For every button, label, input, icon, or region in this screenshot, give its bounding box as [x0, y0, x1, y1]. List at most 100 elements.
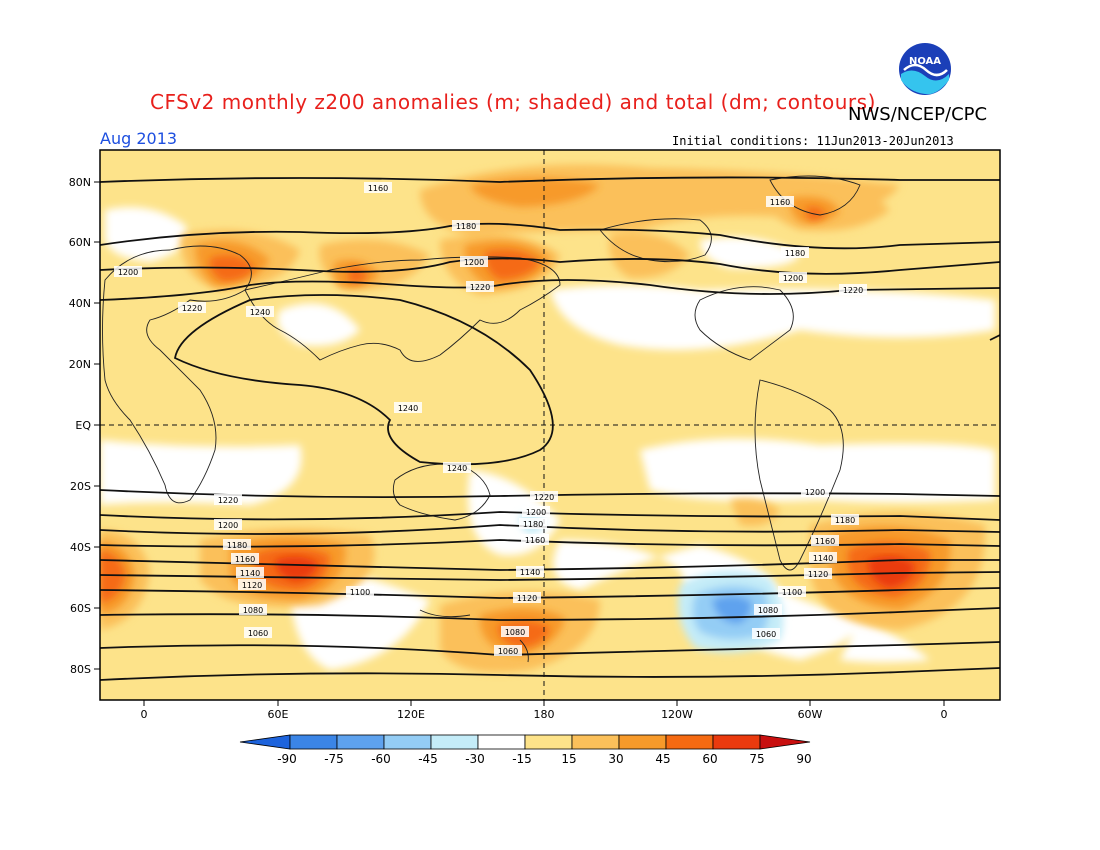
colorbar-segment [477, 734, 526, 750]
contour-label-bg [778, 586, 806, 597]
color-scale-legend: -90 -75 -60 -45 -30 -15 15 30 45 60 75 90 [239, 734, 812, 766]
contour-label: 1180 [456, 222, 476, 231]
contour-label: 1100 [350, 588, 370, 597]
colorbar-label: -90 [277, 752, 297, 766]
contour-label: 1200 [526, 508, 546, 517]
contour-label: 1160 [368, 184, 388, 193]
lon-label: 180 [534, 708, 555, 721]
initial-conditions: Initial conditions: 11Jun2013-20Jun2013 [672, 134, 954, 148]
contour-label-bg [394, 402, 422, 413]
contour-label: 1180 [835, 516, 855, 525]
contour-label: 1160 [815, 537, 835, 546]
contour-label-bg [530, 491, 558, 502]
contour-label: 1200 [118, 268, 138, 277]
contour-label-bg [501, 626, 529, 637]
colorbar-arrow-low [239, 734, 291, 750]
contour-label-bg [460, 256, 488, 267]
colorbar-label: 30 [608, 752, 623, 766]
contour-label: 1080 [243, 606, 263, 615]
colorbar-label: 90 [796, 752, 811, 766]
contour-label: 1220 [534, 493, 554, 502]
forecast-month: Aug 2013 [100, 129, 178, 148]
colorbar-segment [665, 734, 714, 750]
contour-labels: 1160 1160 1180 1180 1200 1200 1200 1220 1220 1220… [114, 182, 867, 656]
colorbar-segment [712, 734, 761, 750]
contour-label: 1100 [782, 588, 802, 597]
contour-label: 1220 [470, 283, 490, 292]
contour-label-bg [231, 553, 259, 564]
colorbar-label: -60 [371, 752, 391, 766]
colorbar-label: -30 [465, 752, 485, 766]
contour-label: 1160 [235, 555, 255, 564]
contour-label-bg [754, 604, 782, 615]
colorbar-segment [618, 734, 667, 750]
lat-label: EQ [75, 419, 91, 432]
contour-label-bg [244, 627, 272, 638]
colorbar-label: 45 [655, 752, 670, 766]
contour-label: 1240 [250, 308, 270, 317]
contour-label-bg [239, 604, 267, 615]
colorbar-label: 60 [702, 752, 717, 766]
lon-label: 120W [661, 708, 693, 721]
colorbar-arrow-high [759, 734, 811, 750]
latitude-axis: 80N 60N 40N 20N EQ 20S 40S 60S 80S [69, 176, 100, 676]
contour-label: 1160 [770, 198, 790, 207]
contour-label: 1220 [218, 496, 238, 505]
contour-label-bg [246, 306, 274, 317]
contour-label-bg [519, 518, 547, 529]
org-label: NWS/NCEP/CPC [848, 104, 988, 125]
contour-label-bg [781, 247, 809, 258]
lat-label: 60N [69, 236, 91, 249]
contour-label-bg [346, 586, 374, 597]
contour-label-bg [452, 220, 480, 231]
lon-label: 120E [397, 708, 425, 721]
contour-label-bg [766, 196, 794, 207]
contour-label: 1060 [498, 647, 518, 656]
contour-label: 1220 [843, 286, 863, 295]
contour-label-bg [466, 281, 494, 292]
lat-label: 20S [70, 480, 91, 493]
contour-label-bg [521, 534, 549, 545]
lat-label: 40S [70, 541, 91, 554]
contour-label: 1180 [227, 541, 247, 550]
contour-label-bg [214, 494, 242, 505]
colorbar-segment [430, 734, 479, 750]
lat-label: 80S [70, 663, 91, 676]
contour-label-bg [223, 539, 251, 550]
colorbar-label: -75 [324, 752, 344, 766]
contour-label-bg [809, 552, 837, 563]
contour-label: 1080 [758, 606, 778, 615]
contour-label: 1140 [240, 569, 260, 578]
contour-label: 1140 [813, 554, 833, 563]
contour-label-bg [178, 302, 206, 313]
lat-label: 20N [69, 358, 91, 371]
contour-label: 1200 [805, 488, 825, 497]
colorbar-label: 75 [749, 752, 764, 766]
contour-label: 1160 [525, 536, 545, 545]
colorbar-segment [336, 734, 385, 750]
contour-label: 1200 [783, 274, 803, 283]
contour-label: 1200 [218, 521, 238, 530]
noaa-logo-icon: NOAA [897, 41, 953, 97]
contour-label-bg [779, 272, 807, 283]
contour-label: 1060 [756, 630, 776, 639]
map-title: CFSv2 monthly z200 anomalies (m; shaded)… [150, 90, 876, 114]
lat-label: 80N [69, 176, 91, 189]
contour-label-bg [364, 182, 392, 193]
contour-label-bg [752, 628, 780, 639]
anomaly-shading: 1160 1160 1180 1180 1200 1200 1200 1220 1220 1220… [100, 150, 1000, 700]
lon-label: 60E [268, 708, 289, 721]
contour-label-bg [522, 506, 550, 517]
contour-label: 1240 [447, 464, 467, 473]
contour-label-bg [516, 566, 544, 577]
colorbar-segment [571, 734, 620, 750]
contour-label-bg [804, 568, 832, 579]
contour-label: 1080 [505, 628, 525, 637]
lat-label: 40N [69, 297, 91, 310]
contour-label-bg [811, 535, 839, 546]
colorbar-segment [383, 734, 432, 750]
lon-label: 60W [798, 708, 823, 721]
contour-label: 1060 [248, 629, 268, 638]
contour-label-bg [443, 462, 471, 473]
